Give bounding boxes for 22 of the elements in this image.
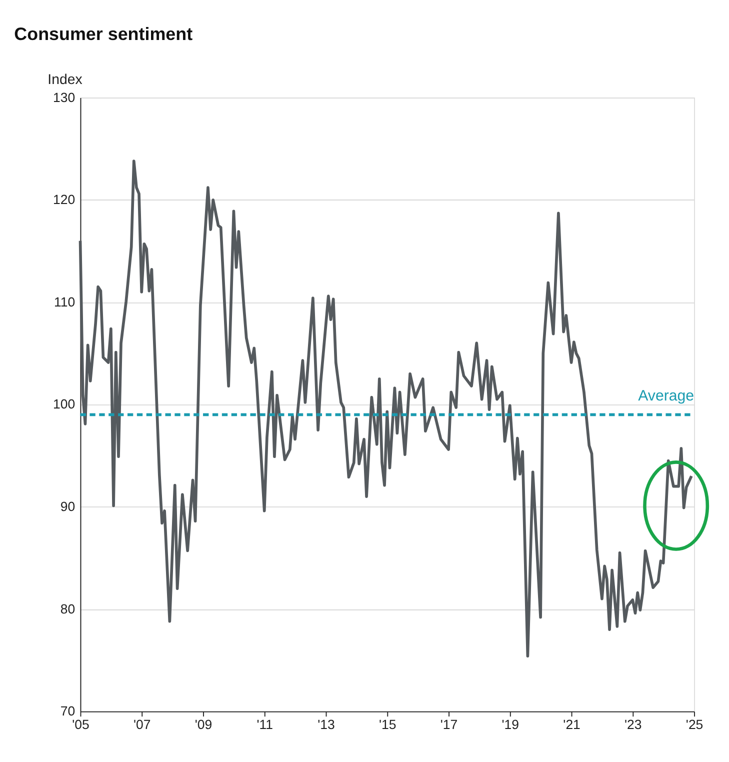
- y-tick-label: 110: [54, 294, 76, 310]
- y-tick-label: 100: [53, 396, 76, 412]
- x-tick-label: '15: [378, 716, 396, 732]
- y-tick-label: 70: [60, 704, 76, 719]
- x-tick-label: '11: [256, 716, 273, 732]
- x-tick-label: '21: [563, 716, 580, 732]
- y-axis-title: Index: [48, 72, 82, 88]
- y-tick-label: 120: [53, 192, 76, 208]
- x-tick-label: '25: [686, 716, 704, 732]
- x-tick-label: '17: [440, 716, 458, 732]
- y-tick-label: 80: [60, 601, 76, 616]
- x-tick-label: '19: [502, 716, 519, 732]
- x-tick-label: '09: [194, 716, 212, 732]
- y-tick-label: 130: [53, 90, 76, 105]
- chart-title: Consumer sentiment: [14, 24, 193, 44]
- x-tick-label: '05: [72, 716, 90, 732]
- x-tick-label: '23: [624, 716, 642, 732]
- x-tick-label: '07: [133, 716, 151, 732]
- x-tick-label: '13: [318, 716, 335, 732]
- ref-line-label: Average: [638, 388, 694, 405]
- y-tick-label: 90: [60, 499, 76, 514]
- line-series: [78, 160, 693, 658]
